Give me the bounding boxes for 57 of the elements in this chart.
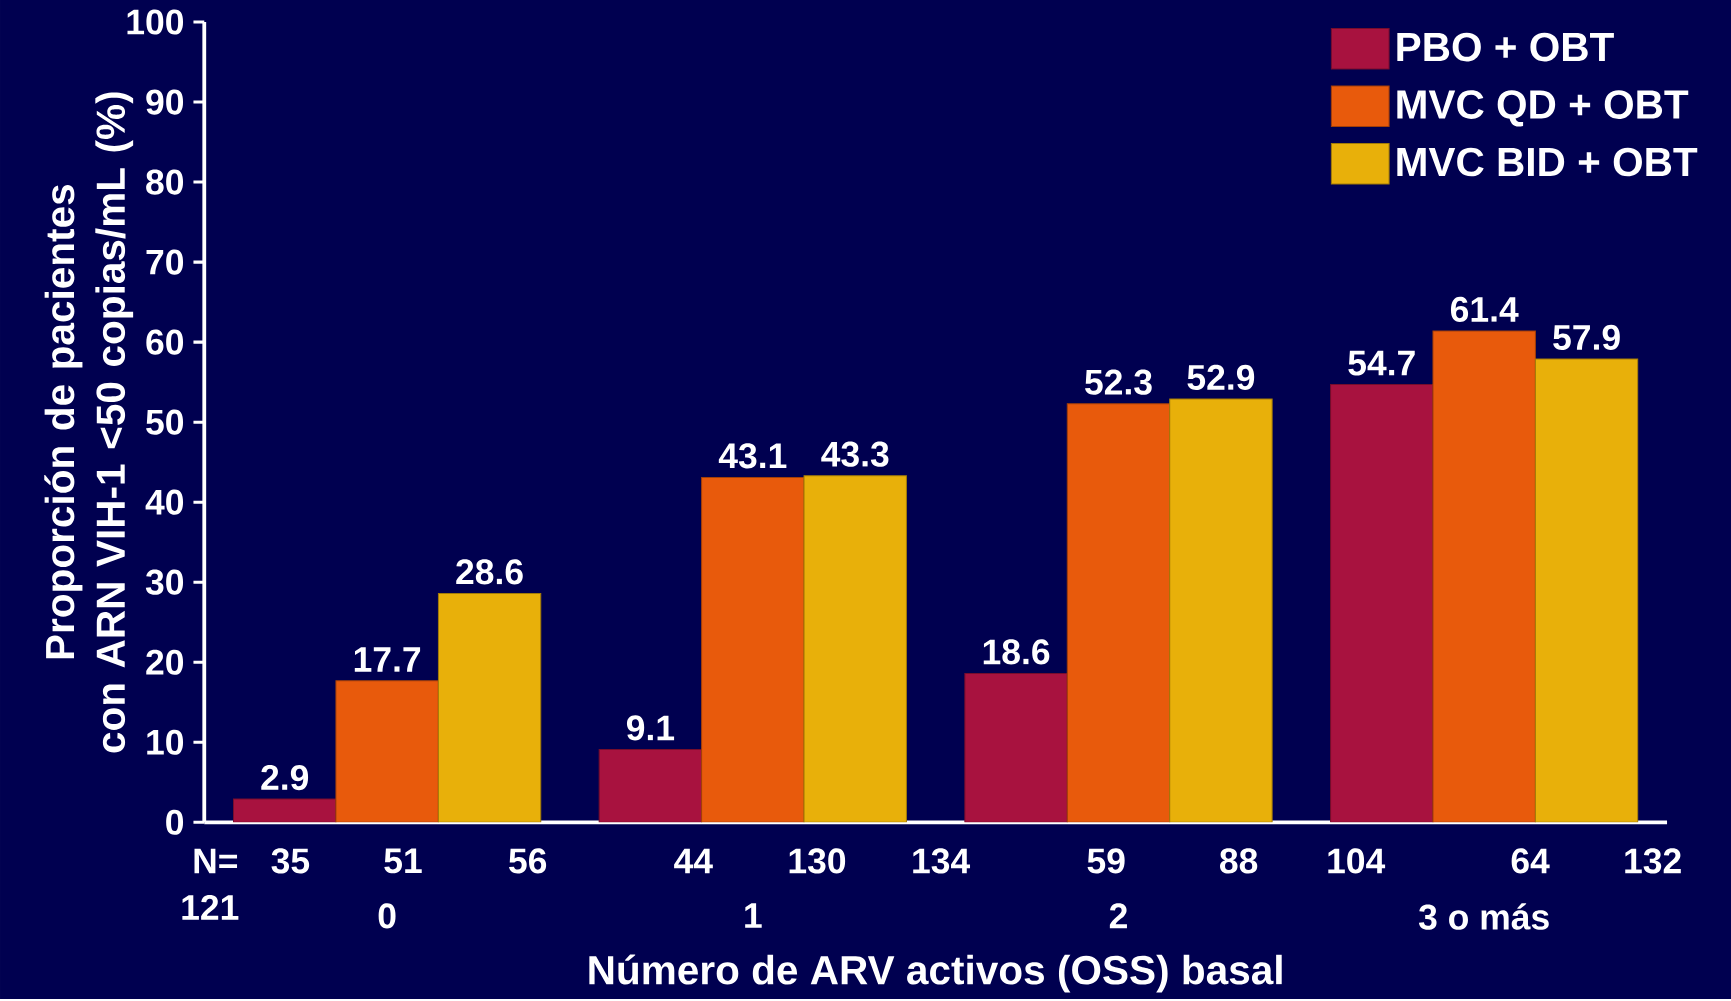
bar: [437, 592, 542, 823]
y-tick-label: 100: [127, 9, 184, 35]
bar: [335, 680, 439, 823]
y-tick-label: 0: [166, 809, 184, 835]
y-tick-label: 80: [146, 169, 184, 195]
y-tick-label: 90: [146, 89, 184, 115]
text: 88: [1220, 848, 1258, 874]
text: 35: [271, 848, 310, 874]
data-label: 43.3: [821, 441, 889, 467]
bar: [1534, 358, 1639, 823]
data-label: 9.1: [626, 715, 675, 741]
text: 104: [1328, 848, 1386, 874]
data-label: 18.6: [983, 639, 1050, 665]
text: 134: [913, 848, 971, 874]
bar: [1432, 330, 1536, 823]
bar: [1330, 384, 1434, 823]
data-label: 57.9: [1553, 324, 1620, 350]
x-tick-label: 0: [378, 903, 396, 929]
x-axis-title: Número de ARV activos (OSS) basal: [589, 954, 1282, 993]
bar: [964, 672, 1068, 823]
data-label: 2.9: [261, 764, 309, 791]
y-tick-label: 50: [146, 409, 184, 435]
data-label: 43.1: [718, 443, 787, 469]
text: 51: [384, 848, 422, 874]
text: 121: [182, 894, 239, 920]
text: 64: [1511, 848, 1550, 874]
bar: [232, 798, 337, 823]
x-tick-label: 3 o más: [1418, 903, 1549, 930]
x-tick-label: 2: [1109, 903, 1127, 929]
data-label: 52.9: [1187, 364, 1255, 391]
data-label: 54.7: [1348, 350, 1415, 376]
y-tick-label: 10: [147, 729, 184, 755]
data-label: 61.4: [1450, 296, 1519, 322]
legend-label: PBO + OBT: [1397, 32, 1614, 62]
bar: [598, 748, 703, 823]
text: N=: [194, 848, 238, 874]
y-tick-label: 20: [146, 649, 184, 675]
x-tick-label: 1: [745, 903, 762, 928]
bar: [803, 475, 907, 823]
bar: [1066, 403, 1171, 823]
y-tick-label: 40: [145, 489, 184, 515]
text: 44: [674, 848, 713, 874]
data-label: 28.6: [456, 559, 523, 585]
bar: [1169, 398, 1273, 823]
text: 130: [789, 848, 846, 874]
y-tick-label: 60: [146, 329, 184, 355]
y-tick-label: 70: [146, 249, 184, 275]
data-label: 52.3: [1085, 369, 1152, 395]
text: 59: [1087, 848, 1125, 874]
legend-label: MVC BID + OBT: [1397, 147, 1698, 177]
y-axis-title: Proporción de pacientes con ARN VIH-1 <50 copias/mL (%): [44, 92, 134, 753]
bar: [701, 476, 805, 823]
text: 56: [509, 848, 547, 874]
text: 132: [1625, 848, 1681, 874]
legend-label: MVC QD + OBT: [1397, 90, 1689, 127]
data-label: 17.7: [354, 647, 421, 672]
y-tick-label: 30: [145, 569, 184, 595]
